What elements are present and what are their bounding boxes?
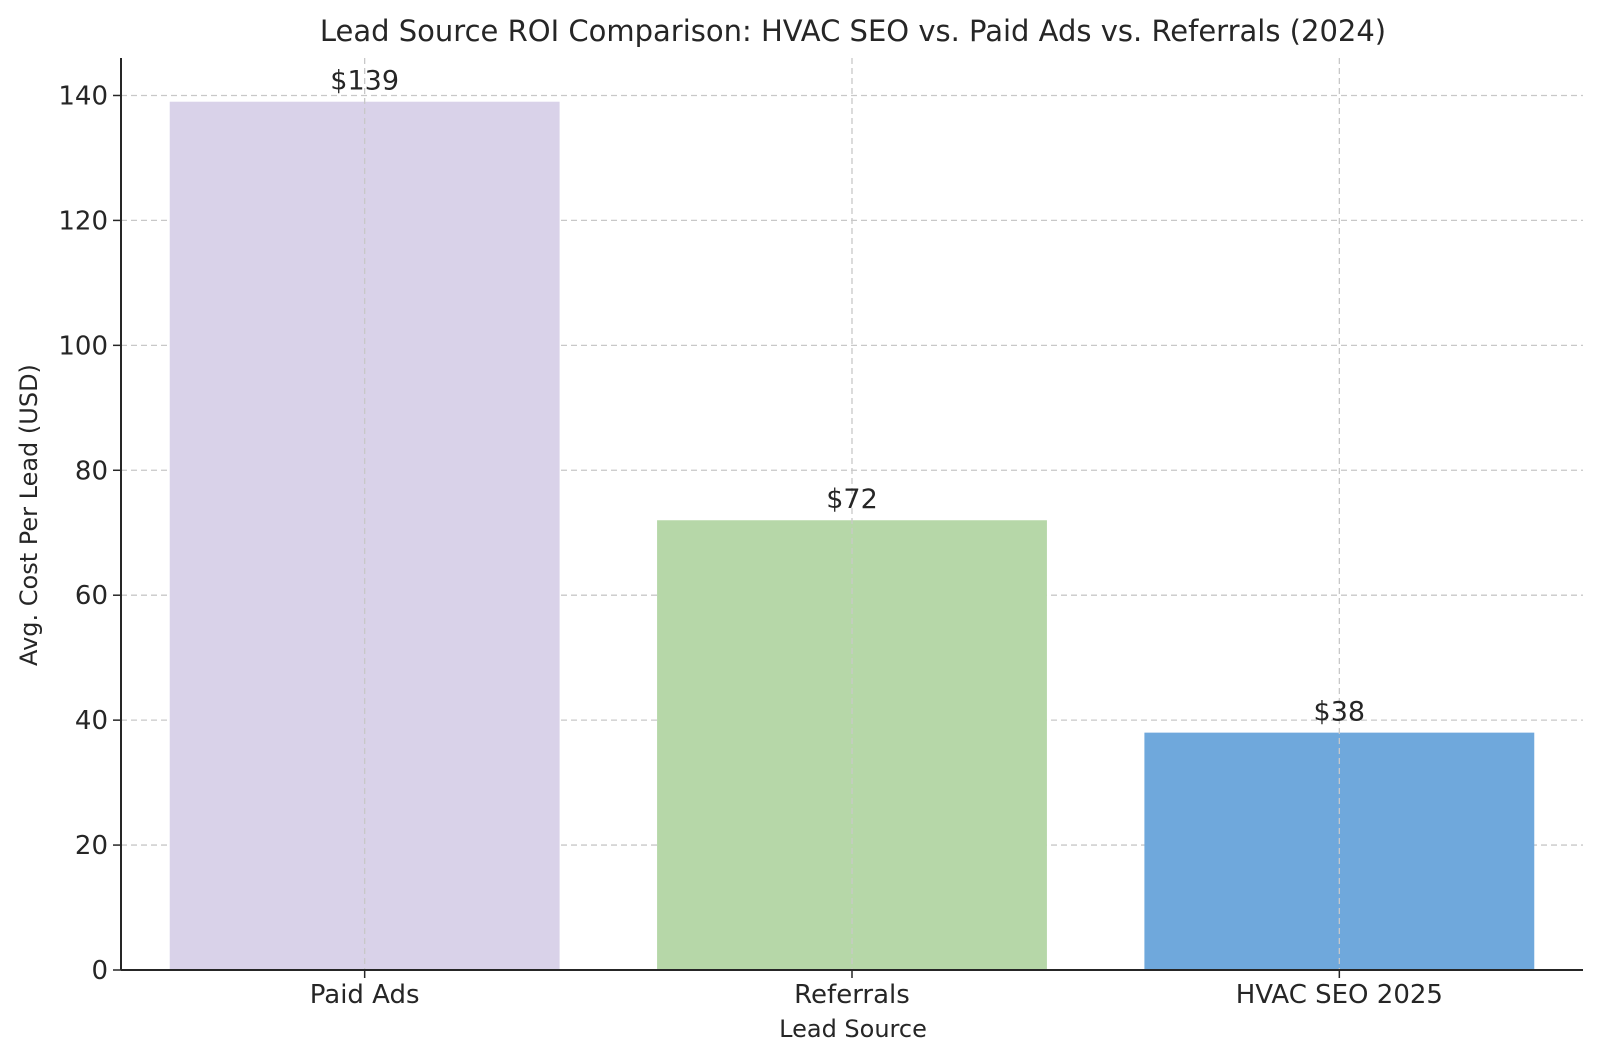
x-axis-title: Lead Source <box>779 1015 927 1043</box>
y-axis-ticks: 0 20 40 60 80 100 120 140 <box>58 81 121 986</box>
x-tick-label: HVAC SEO 2025 <box>1236 980 1443 1010</box>
chart-title: Lead Source ROI Comparison: HVAC SEO vs.… <box>320 14 1386 48</box>
bar-data-label: $139 <box>330 66 399 97</box>
y-tick-label: 80 <box>75 456 108 486</box>
bar-data-label: $38 <box>1314 697 1366 728</box>
y-tick-label: 60 <box>75 581 108 611</box>
bar <box>657 520 1047 970</box>
vertical-gridlines <box>364 58 1340 970</box>
y-tick-label: 140 <box>58 81 108 111</box>
y-tick-label: 40 <box>75 706 108 736</box>
bar-data-label: $72 <box>826 484 878 515</box>
y-axis-title: Avg. Cost Per Lead (USD) <box>15 364 43 666</box>
x-tick-label: Referrals <box>794 980 910 1010</box>
y-tick-label: 120 <box>58 206 108 236</box>
bar <box>169 101 560 971</box>
y-tick-label: 20 <box>75 831 108 861</box>
y-tick-label: 0 <box>91 956 108 986</box>
y-tick-label: 100 <box>58 331 108 361</box>
x-tick-label: Paid Ads <box>310 980 420 1010</box>
bar-data-labels: $139 $72 $38 <box>330 66 1365 728</box>
x-axis-ticks: Paid Ads Referrals HVAC SEO 2025 <box>310 970 1443 1010</box>
